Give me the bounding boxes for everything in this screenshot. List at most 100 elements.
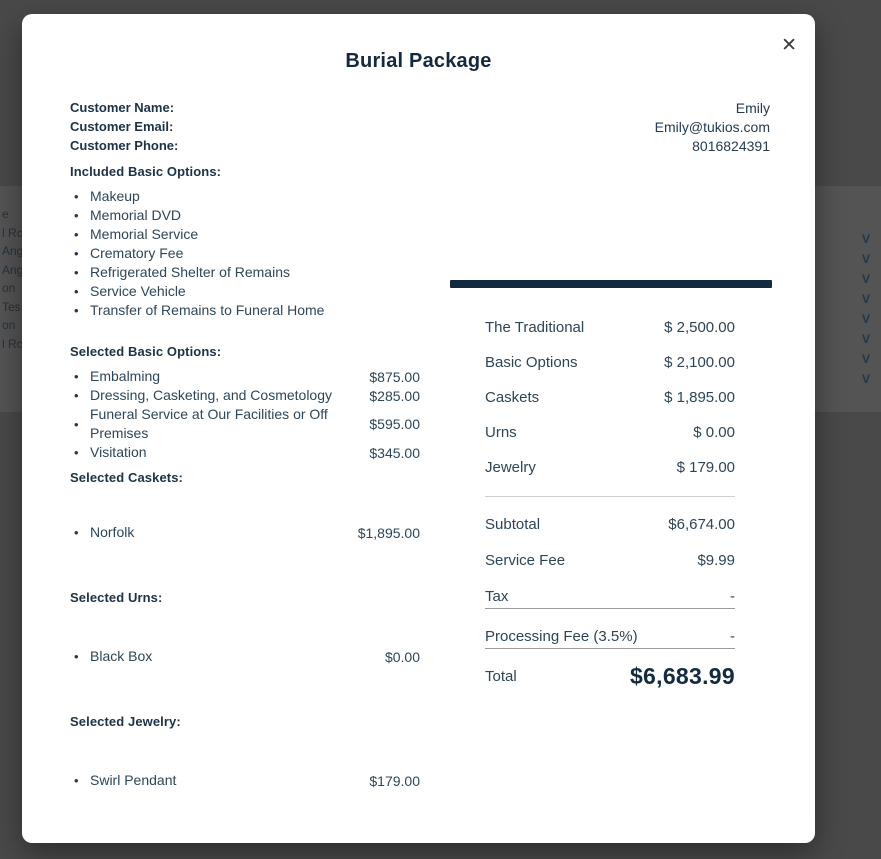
service-fee-label: Service Fee <box>485 552 566 569</box>
bullet-icon: • <box>74 649 79 664</box>
subtotal-row: Subtotal $6,674.00 <box>485 516 735 533</box>
list-item: • Service Vehicle <box>70 282 420 301</box>
item-name: Dressing, Casketing, and Cosmetology <box>90 387 333 403</box>
close-icon: ✕ <box>781 35 797 56</box>
section-heading: Selected Urns: <box>70 590 163 605</box>
list-item: • Memorial Service <box>70 225 420 244</box>
bullet-icon: • <box>74 303 79 318</box>
list-item: • Swirl Pendant $179.00 <box>70 771 420 790</box>
background-text-fragment: V <box>862 332 871 346</box>
item-name: Memorial DVD <box>90 207 182 223</box>
bullet-icon: • <box>74 525 79 540</box>
summary-row: Basic Options $ 2,100.00 <box>485 354 735 371</box>
background-text-fragment: Tes <box>2 300 21 314</box>
section-heading: Selected Jewelry: <box>70 714 181 729</box>
bullet-icon: • <box>74 246 79 261</box>
summary-label: Caskets <box>485 389 540 406</box>
list-item: • Embalming $875.00 <box>70 367 420 386</box>
section-heading: Selected Caskets: <box>70 470 183 485</box>
item-name: Swirl Pendant <box>90 772 177 788</box>
list-item: • Transfer of Remains to Funeral Home <box>70 301 420 320</box>
section-selected-urns: Selected Urns: • Black Box $0.00 <box>70 590 420 666</box>
item-name: Funeral Service at Our Facilities or Off… <box>90 406 328 441</box>
section-selected-caskets: Selected Caskets: • Norfolk $1,895.00 <box>70 470 420 542</box>
summary-value: $ 0.00 <box>693 424 735 441</box>
processing-fee-value: - <box>730 628 735 645</box>
bullet-icon: • <box>74 369 79 384</box>
subtotal-label: Subtotal <box>485 516 541 533</box>
list-item: • Makeup <box>70 187 420 206</box>
customer-email-label: Customer Email: <box>70 119 174 134</box>
list-item: • Dressing, Casketing, and Cosmetology $… <box>70 386 420 405</box>
total-value: $6,683.99 <box>629 663 735 689</box>
customer-phone-row: Customer Phone: 8016824391 <box>70 136 770 155</box>
summary-label: The Traditional <box>485 319 585 336</box>
item-name: Memorial Service <box>90 226 199 242</box>
section-heading: Selected Basic Options: <box>70 344 222 359</box>
item-price: $875.00 <box>369 368 420 385</box>
item-name: Makeup <box>90 188 140 204</box>
tax-value: - <box>730 588 735 605</box>
summary-row: The Traditional $ 2,500.00 <box>485 319 735 336</box>
processing-fee-label: Processing Fee (3.5%) <box>485 628 638 645</box>
summary-value: $ 2,500.00 <box>664 319 735 336</box>
bullet-icon: • <box>74 416 79 432</box>
summary-row: Jewelry $ 179.00 <box>485 459 735 476</box>
service-fee-row: Service Fee $9.99 <box>485 552 735 569</box>
total-row: Total $6,683.99 <box>485 663 735 690</box>
item-name: Crematory Fee <box>90 245 184 261</box>
bullet-icon: • <box>74 388 79 403</box>
service-fee-value: $9.99 <box>697 552 735 569</box>
bullet-icon: • <box>74 189 79 204</box>
processing-fee-row: Processing Fee (3.5%) - <box>485 628 735 649</box>
summary-row: Urns $ 0.00 <box>485 424 735 441</box>
item-price: $0.00 <box>384 648 420 665</box>
customer-email-row: Customer Email: Emily@tukios.com <box>70 117 770 136</box>
selections-column: Included Basic Options: • Makeup • Memor… <box>70 164 420 790</box>
list-item: • Norfolk $1,895.00 <box>70 523 420 542</box>
divider <box>485 496 735 497</box>
item-name: Service Vehicle <box>90 283 186 299</box>
background-text-fragment: on <box>2 281 16 295</box>
close-button[interactable]: ✕ <box>781 36 797 55</box>
customer-name-label: Customer Name: <box>70 100 175 115</box>
item-price: $595.00 <box>369 416 420 432</box>
summary-value: $ 2,100.00 <box>664 354 735 371</box>
item-name: Transfer of Remains to Funeral Home <box>90 302 325 318</box>
price-summary-panel: The Traditional $ 2,500.00 Basic Options… <box>450 280 772 690</box>
section-selected-basic-options: Selected Basic Options: • Embalming $875… <box>70 344 420 462</box>
item-price: $179.00 <box>369 772 420 789</box>
bullet-icon: • <box>74 445 79 460</box>
list-item: • Black Box $0.00 <box>70 647 420 666</box>
background-text-fragment: V <box>862 252 871 266</box>
list-item: • Funeral Service at Our Facilities or O… <box>70 405 420 443</box>
summary-label: Jewelry <box>485 459 536 476</box>
bullet-icon: • <box>74 773 79 788</box>
summary-label: Basic Options <box>485 354 578 371</box>
background-text-fragment: V <box>862 312 871 326</box>
background-text-fragment: V <box>862 232 871 246</box>
item-name: Visitation <box>90 444 147 460</box>
section-heading: Included Basic Options: <box>70 164 222 179</box>
background-text-fragment: V <box>862 372 871 386</box>
item-name: Black Box <box>90 648 153 664</box>
background-text-fragment: V <box>862 352 871 366</box>
item-price: $285.00 <box>369 387 420 404</box>
total-label: Total <box>485 668 517 685</box>
item-name: Norfolk <box>90 524 135 540</box>
item-price: $1,895.00 <box>357 524 420 541</box>
customer-name-row: Customer Name: Emily <box>70 98 770 117</box>
background-text-fragment: Ang <box>2 244 24 258</box>
tax-label: Tax <box>485 588 509 605</box>
item-name: Embalming <box>90 368 161 384</box>
customer-info: Customer Name: Emily Customer Email: Emi… <box>70 98 770 155</box>
customer-email-value: Emily@tukios.com <box>654 118 770 135</box>
summary-row: Caskets $ 1,895.00 <box>485 389 735 406</box>
customer-name-value: Emily <box>735 99 770 116</box>
bullet-icon: • <box>74 265 79 280</box>
customer-phone-value: 8016824391 <box>692 137 770 154</box>
section-included-basic-options: Included Basic Options: • Makeup • Memor… <box>70 164 420 320</box>
bullet-icon: • <box>74 284 79 299</box>
summary-label: Urns <box>485 424 517 441</box>
summary-value: $ 179.00 <box>676 459 735 476</box>
